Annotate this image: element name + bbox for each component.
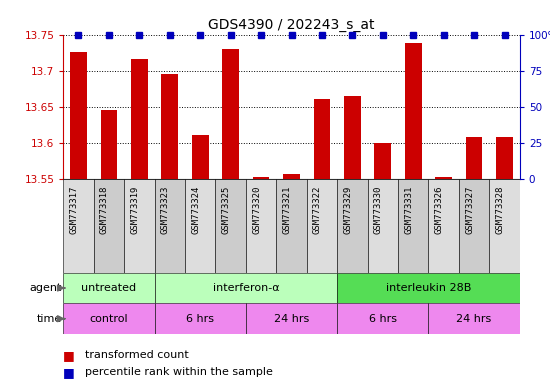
Bar <box>307 179 337 273</box>
Text: GSM773322: GSM773322 <box>313 186 322 235</box>
Bar <box>405 43 422 179</box>
Bar <box>246 179 276 273</box>
Text: interleukin 28B: interleukin 28B <box>386 283 471 293</box>
Text: GSM773324: GSM773324 <box>191 186 200 235</box>
Bar <box>252 177 270 179</box>
Bar <box>161 74 178 179</box>
Text: GSM773325: GSM773325 <box>222 186 230 235</box>
Bar <box>185 179 216 273</box>
Text: untreated: untreated <box>81 283 136 293</box>
Bar <box>101 110 117 179</box>
Bar <box>124 179 155 273</box>
Bar <box>435 177 452 179</box>
Bar <box>428 303 520 334</box>
Text: GSM773318: GSM773318 <box>100 186 109 235</box>
Text: GSM773326: GSM773326 <box>434 186 444 235</box>
Bar <box>283 174 300 179</box>
Bar <box>155 179 185 273</box>
Text: 24 hrs: 24 hrs <box>456 314 492 324</box>
Text: GSM773331: GSM773331 <box>404 186 413 235</box>
Bar <box>337 303 428 334</box>
Text: GSM773323: GSM773323 <box>161 186 170 235</box>
Text: GSM773317: GSM773317 <box>69 186 79 235</box>
Bar <box>428 179 459 273</box>
Bar <box>367 179 398 273</box>
Text: GSM773330: GSM773330 <box>374 186 383 235</box>
Text: GSM773321: GSM773321 <box>283 186 292 235</box>
Bar <box>63 303 155 334</box>
Bar <box>314 99 331 179</box>
Bar <box>337 273 520 303</box>
Bar <box>131 59 148 179</box>
Bar <box>192 136 208 179</box>
Text: transformed count: transformed count <box>85 350 189 360</box>
Bar <box>344 96 361 179</box>
Text: GSM773327: GSM773327 <box>465 186 474 235</box>
Bar <box>246 303 337 334</box>
Bar <box>276 179 307 273</box>
Bar <box>70 52 87 179</box>
Text: 6 hrs: 6 hrs <box>186 314 214 324</box>
Bar <box>496 137 513 179</box>
Text: GSM773329: GSM773329 <box>343 186 353 235</box>
Title: GDS4390 / 202243_s_at: GDS4390 / 202243_s_at <box>208 18 375 32</box>
Text: control: control <box>90 314 128 324</box>
Bar <box>155 303 246 334</box>
Bar <box>63 273 155 303</box>
Bar <box>63 179 94 273</box>
Bar <box>375 142 391 179</box>
Bar <box>398 179 428 273</box>
Bar <box>222 49 239 179</box>
Bar <box>337 179 367 273</box>
Bar <box>155 273 337 303</box>
Text: GSM773319: GSM773319 <box>130 186 139 235</box>
Text: agent: agent <box>29 283 62 293</box>
Text: 6 hrs: 6 hrs <box>369 314 397 324</box>
Text: GSM773328: GSM773328 <box>496 186 504 235</box>
Bar <box>94 179 124 273</box>
Text: time: time <box>36 314 62 324</box>
Text: interferon-α: interferon-α <box>212 283 279 293</box>
Bar <box>490 179 520 273</box>
Text: ■: ■ <box>63 366 75 379</box>
Text: 24 hrs: 24 hrs <box>274 314 309 324</box>
Bar <box>459 179 490 273</box>
Text: ■: ■ <box>63 349 75 362</box>
Text: GSM773320: GSM773320 <box>252 186 261 235</box>
Bar <box>216 179 246 273</box>
Text: percentile rank within the sample: percentile rank within the sample <box>85 367 273 377</box>
Bar <box>466 137 482 179</box>
